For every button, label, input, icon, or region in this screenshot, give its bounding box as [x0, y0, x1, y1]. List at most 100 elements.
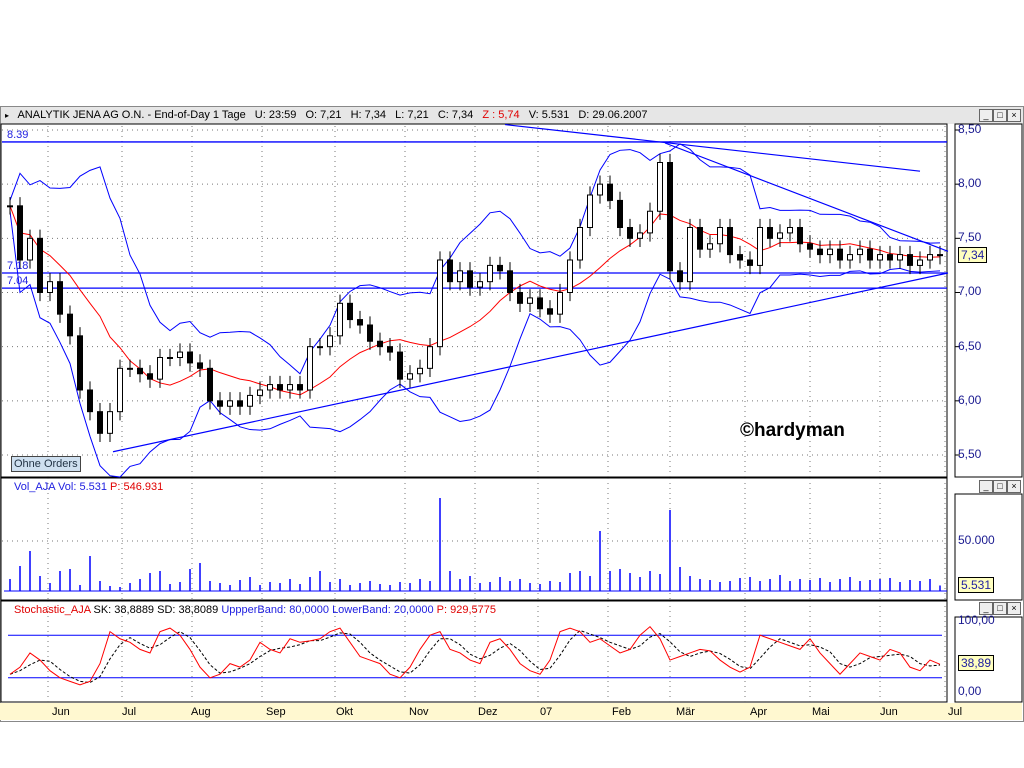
high-value: H: 7,34 — [350, 109, 387, 121]
axis-frame — [954, 123, 1023, 478]
candle-body — [647, 210, 653, 234]
candle-body — [167, 356, 173, 359]
candle-body — [847, 254, 853, 261]
candle-body — [237, 400, 243, 407]
maximize-button[interactable]: □ — [993, 109, 1007, 122]
expand-arrow-icon[interactable]: ▸ — [5, 111, 10, 120]
time-value: U: 23:59 — [254, 109, 297, 121]
stoch-sk-line — [9, 625, 941, 686]
x-tick-label: Jun — [52, 706, 70, 718]
candle-body — [347, 302, 353, 321]
candle-body — [787, 226, 793, 234]
candle-body — [687, 226, 693, 283]
hline-label: 7.18 — [7, 259, 29, 272]
x-tick-label: Okt — [336, 706, 354, 718]
y-tick-label: 6,50 — [958, 338, 982, 353]
bollinger-lower — [9, 211, 941, 478]
candle-body — [607, 183, 613, 201]
volume-maximize-button[interactable]: □ — [993, 480, 1007, 493]
candle-body — [517, 291, 523, 304]
candle-body — [447, 259, 453, 283]
stoch-sd: SD: 38,8089 — [157, 604, 219, 616]
trendline — [112, 272, 949, 453]
candle-body — [267, 384, 273, 391]
candle-body — [257, 389, 263, 396]
candle-body — [707, 243, 713, 250]
stoch-header: Stochastic_AJA SK: 38,8889 SD: 38,8089 U… — [14, 604, 496, 616]
minimize-button[interactable]: _ — [979, 109, 993, 122]
x-tick-label: Jul — [948, 706, 963, 718]
price-last-value: 7,34 — [958, 246, 988, 263]
candle-body — [567, 259, 573, 293]
volume-value: V: 5.531 — [528, 109, 570, 121]
candle-body — [867, 248, 873, 261]
candle-body — [7, 205, 13, 208]
candle-body — [367, 324, 373, 342]
candle-body — [897, 254, 903, 261]
stoch-lower: LowerBand: 20,0000 — [332, 604, 434, 616]
close-button[interactable]: × — [1007, 109, 1021, 122]
candle-body — [287, 384, 293, 391]
candle-body — [727, 226, 733, 256]
candle-body — [537, 297, 543, 310]
candle-body — [587, 194, 593, 228]
candle-body — [827, 248, 833, 256]
stoch-minimize-button[interactable]: _ — [979, 602, 993, 615]
stoch-upper: UppperBand: 80,0000 — [221, 604, 329, 616]
bollinger-upper — [9, 143, 941, 375]
x-tick-label: Jul — [122, 706, 137, 718]
candle-body — [437, 259, 443, 348]
volume-minimize-button[interactable]: _ — [979, 480, 993, 493]
candle-body — [507, 270, 513, 293]
candle-body — [887, 254, 893, 261]
candle-body — [907, 254, 913, 266]
candle-body — [17, 205, 23, 261]
candle-body — [67, 313, 73, 337]
candle-body — [357, 319, 363, 326]
candle-body — [337, 302, 343, 337]
candle-body — [807, 243, 813, 250]
ohne-orders-button[interactable]: Ohne Orders — [11, 456, 81, 472]
candle-body — [77, 335, 83, 391]
candle-body — [547, 308, 553, 315]
stoch-close-button[interactable]: × — [1007, 602, 1021, 615]
x-tick-label: Jun — [880, 706, 898, 718]
x-tick-label: Mai — [812, 706, 830, 718]
moving-average — [9, 205, 941, 396]
stoch-tick-label: 0,00 — [958, 684, 982, 698]
hline-label: 8.39 — [7, 128, 29, 141]
stoch-name: Stochastic_AJA — [14, 604, 91, 616]
candle-body — [717, 226, 723, 245]
candle-body — [327, 335, 333, 348]
candle-body — [187, 351, 193, 364]
candle-body — [47, 281, 53, 293]
y-tick-label: 6,00 — [958, 392, 982, 407]
candle-body — [477, 281, 483, 288]
x-tick-label: Mär — [676, 706, 695, 718]
candle-body — [637, 232, 643, 239]
z-value: Z : 5,74 — [482, 109, 520, 121]
panel-frame — [0, 477, 948, 601]
candle-body — [487, 264, 493, 283]
candle-body — [467, 270, 473, 288]
candle-body — [397, 351, 403, 380]
candle-body — [197, 362, 203, 369]
candle-body — [577, 226, 583, 261]
candle-body — [837, 248, 843, 261]
candle-body — [457, 270, 463, 283]
candle-body — [697, 226, 703, 250]
candle-body — [857, 248, 863, 256]
candle-body — [117, 367, 123, 413]
candle-body — [417, 367, 423, 375]
candle-body — [737, 254, 743, 261]
axis-frame — [954, 616, 1023, 703]
stoch-maximize-button[interactable]: □ — [993, 602, 1007, 615]
candle-body — [937, 254, 943, 257]
volume-close-button[interactable]: × — [1007, 480, 1021, 493]
candle-body — [427, 346, 433, 369]
candle-body — [317, 346, 323, 349]
candle-body — [747, 259, 753, 266]
candle-body — [927, 254, 933, 261]
candle-body — [757, 226, 763, 266]
panel-frame — [0, 600, 948, 703]
